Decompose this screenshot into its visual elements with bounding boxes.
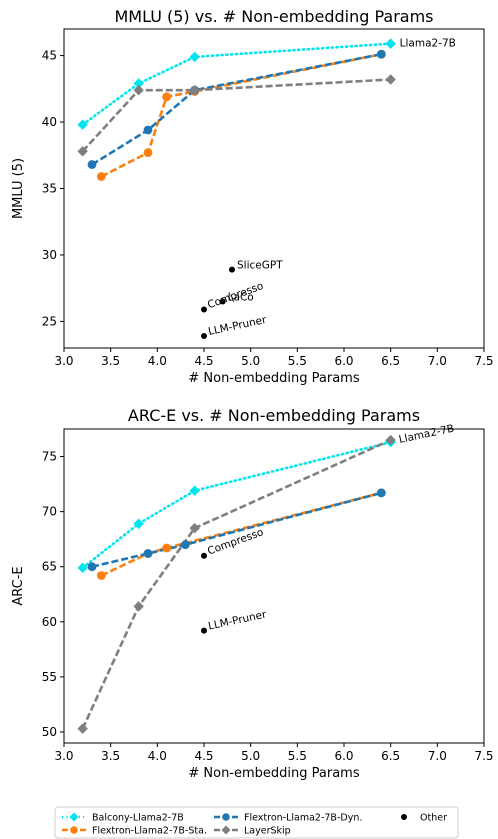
other-point-llm-pruner (201, 333, 207, 340)
point-flextron-llama2-7b-sta (162, 543, 172, 553)
other-label-laco: LaCo (228, 291, 254, 303)
y-tick-label: 35 (42, 182, 57, 196)
x-tick-label: 7.5 (474, 354, 493, 368)
point-layerskip (189, 522, 200, 534)
y-tick-label: 60 (42, 615, 57, 629)
legend-marker-flextron-llama2-7b-dyn (222, 813, 230, 821)
y-axis-label: ARC-E (11, 566, 26, 605)
point-layerskip (189, 84, 200, 96)
point-layerskip (77, 146, 88, 157)
other-label-llm-pruner: LLM-Pruner (207, 608, 268, 632)
legend-label-balcony-llama2-7b: Balcony-Llama2-7B (92, 813, 184, 824)
x-tick-label: 6.5 (381, 354, 400, 368)
point-flextron-llama2-7b-dyn (376, 488, 386, 498)
other-label-slicegpt: SliceGPT (237, 260, 283, 272)
other-point-laco (219, 298, 226, 305)
y-tick-label: 50 (42, 725, 57, 739)
point-balcony-llama2-7b (77, 562, 88, 574)
plot-frame (63, 428, 485, 744)
x-tick-label: 3.0 (54, 749, 73, 763)
x-tick-label: 5.5 (288, 354, 307, 368)
y-tick-label: 65 (42, 560, 57, 574)
series-line-layerskip (81, 438, 392, 730)
y-tick-label: 45 (42, 49, 57, 63)
x-tick-label: 3.0 (54, 354, 73, 368)
point-layerskip (385, 74, 396, 85)
point-layerskip (133, 84, 144, 96)
point-flextron-llama2-7b-sta (96, 172, 106, 181)
y-tick-label: 55 (42, 670, 57, 684)
series-line-balcony-llama2-7b (81, 42, 392, 126)
llama2-7b-label: Llama2-7B (400, 38, 456, 50)
x-tick-label: 7.5 (474, 749, 493, 763)
y-tick-label: 75 (42, 450, 57, 464)
x-tick-label: 5.0 (241, 354, 260, 368)
series-line-flextron-llama2-7b-sta (100, 52, 382, 178)
x-tick-label: 4.0 (148, 749, 167, 763)
point-balcony-llama2-7b (133, 78, 144, 89)
llama2-7b-label: Llama2-7B (398, 423, 455, 446)
x-tick-label: 5.0 (241, 749, 260, 763)
chart-title: MMLU (5) vs. # Non-embedding Params (114, 7, 433, 26)
point-balcony-llama2-7b (77, 119, 88, 130)
point-balcony-llama2-7b (133, 518, 144, 529)
legend-marker-flextron-llama2-7b-sta (70, 826, 78, 834)
x-tick-label: 3.5 (101, 354, 120, 368)
point-flextron-llama2-7b-sta (143, 148, 153, 158)
point-flextron-llama2-7b-dyn (87, 562, 97, 572)
point-balcony-llama2-7b (189, 485, 200, 496)
x-axis-label: # Non-embedding Params (188, 766, 359, 781)
series-line-flextron-llama2-7b-sta (100, 491, 382, 577)
legend-marker-balcony-llama2-7b (69, 812, 79, 822)
point-layerskip (385, 434, 396, 446)
x-tick-label: 4.5 (194, 749, 213, 763)
point-flextron-llama2-7b-dyn (376, 49, 386, 59)
series-line-layerskip (81, 78, 391, 153)
x-tick-label: 7.0 (428, 749, 447, 763)
chart-title: ARC-E vs. # Non-embedding Params (128, 406, 420, 425)
x-tick-label: 6.5 (381, 749, 400, 763)
other-point-slicegpt (229, 266, 235, 273)
legend-marker-layerskip (221, 825, 231, 835)
mmlu-chart: MMLU (5) vs. # Non-embedding Params Slice… (11, 7, 494, 386)
legend-label-flextron-llama2-7b-dyn: Flextron-Llama2-7B-Dyn. (244, 813, 362, 824)
y-tick-label: 40 (42, 115, 57, 129)
x-tick-label: 4.5 (194, 354, 213, 368)
legend-label-other: Other (420, 813, 447, 824)
legend-label-flextron-llama2-7b-sta: Flextron-Llama2-7B-Sta. (92, 826, 207, 837)
point-flextron-llama2-7b-dyn (180, 540, 190, 550)
legend-marker-other (401, 814, 407, 820)
x-tick-label: 5.5 (288, 749, 307, 763)
other-point-llm-pruner (201, 627, 207, 634)
point-flextron-llama2-7b-sta (96, 571, 106, 580)
point-layerskip (133, 601, 144, 612)
legend: Balcony-Llama2-7B Flextron-Llama2-7B-Sta.… (54, 806, 459, 839)
point-flextron-llama2-7b-sta (162, 92, 172, 102)
y-tick-label: 25 (42, 314, 57, 328)
point-flextron-llama2-7b-dyn (87, 160, 97, 169)
other-label-llm-pruner: LLM-Pruner (207, 314, 268, 338)
point-layerskip (77, 723, 88, 734)
y-axis-label: MMLU (5) (11, 158, 26, 219)
legend-label-layerskip: LayerSkip (244, 826, 291, 837)
y-tick-label: 70 (42, 505, 57, 519)
other-point-compresso (201, 552, 207, 559)
x-tick-label: 6.0 (334, 749, 353, 763)
point-flextron-llama2-7b-dyn (143, 549, 153, 558)
x-tick-label: 4.0 (148, 354, 167, 368)
series-line-balcony-llama2-7b (81, 440, 392, 570)
x-tick-label: 3.5 (101, 749, 120, 763)
x-axis-label: # Non-embedding Params (188, 371, 359, 386)
other-point-compresso (201, 306, 207, 313)
point-balcony-llama2-7b (385, 38, 396, 49)
x-tick-label: 7.0 (428, 354, 447, 368)
y-tick-label: 30 (42, 248, 57, 262)
point-flextron-llama2-7b-dyn (143, 125, 153, 135)
point-balcony-llama2-7b (189, 51, 200, 63)
legend-box (54, 806, 459, 839)
x-tick-label: 6.0 (334, 354, 353, 368)
series-line-flextron-llama2-7b-dyn (91, 52, 382, 166)
arc-e-chart: ARC-E vs. # Non-embedding ParamsCompress… (11, 406, 494, 781)
